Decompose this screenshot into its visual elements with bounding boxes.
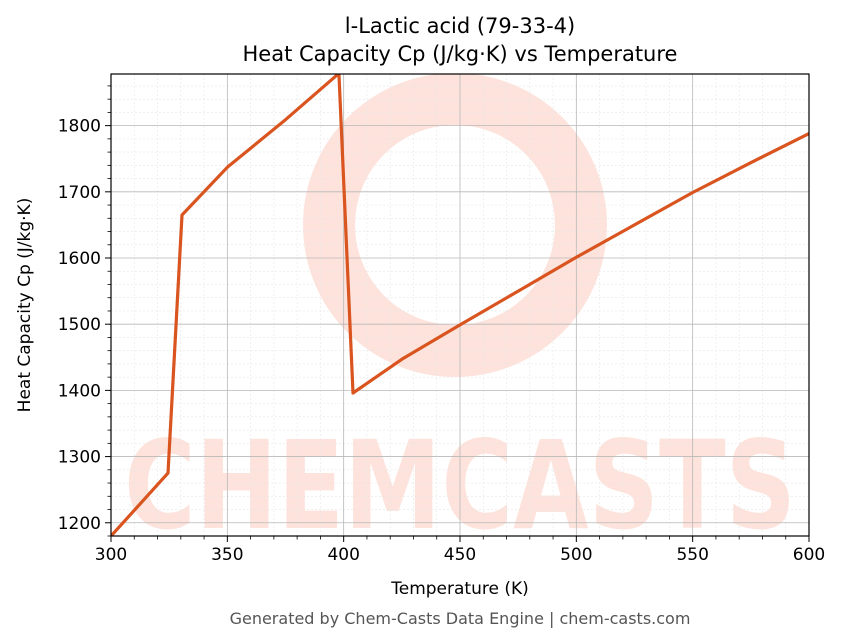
y-tick-label: 1800 bbox=[58, 117, 101, 137]
x-tick-label: 450 bbox=[444, 545, 476, 565]
x-tick-label: 300 bbox=[95, 545, 127, 565]
x-tick-label: 500 bbox=[560, 545, 592, 565]
x-axis-label: Temperature (K) bbox=[390, 579, 529, 599]
tick-labels: 300 350 400 450 500 550 600 1200 1300 1400 1500 160… bbox=[58, 117, 825, 565]
chart-title-line-2: Heat Capacity Cp (J/kg·K) vs Temperature bbox=[243, 42, 678, 66]
watermark-swirl-icon bbox=[303, 74, 607, 377]
chart-title-line-1: l-Lactic acid (79-33-4) bbox=[345, 14, 575, 38]
x-tick-label: 350 bbox=[211, 545, 243, 565]
y-tick-label: 1700 bbox=[58, 183, 101, 203]
y-tick-label: 1400 bbox=[58, 381, 101, 401]
x-tick-label: 550 bbox=[676, 545, 708, 565]
footer-credit: Generated by Chem-Casts Data Engine | ch… bbox=[230, 609, 691, 628]
series-line-heat-capacity bbox=[111, 74, 809, 536]
x-tick-label: 400 bbox=[327, 545, 359, 565]
y-axis-label: Heat Capacity Cp (J/kg·K) bbox=[15, 198, 35, 413]
y-tick-label: 1600 bbox=[58, 249, 101, 269]
y-tick-label: 1300 bbox=[58, 448, 101, 468]
x-tick-label: 600 bbox=[793, 545, 825, 565]
y-tick-label: 1500 bbox=[58, 315, 101, 335]
y-tick-label: 1200 bbox=[58, 514, 101, 534]
tick-marks bbox=[105, 85, 810, 542]
series-layer bbox=[111, 74, 809, 536]
